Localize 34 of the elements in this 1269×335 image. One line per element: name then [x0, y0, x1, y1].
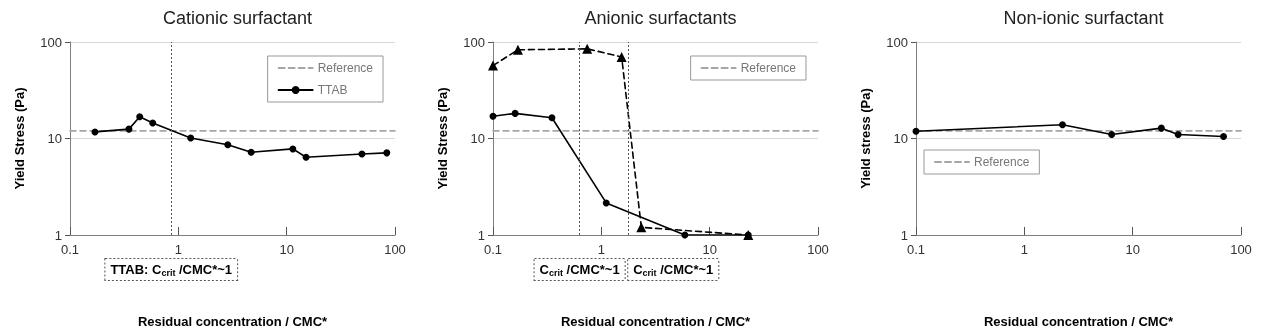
x-axis-title: Residual concentration / CMC* [137, 314, 329, 329]
x-axis-title: Residual concentration / CMC* [560, 314, 752, 329]
y-tick-label: 1 [900, 227, 908, 243]
legend-label: TTAB [317, 83, 348, 97]
legend-label: Reference [974, 155, 1030, 169]
y-tick-label: 100 [463, 34, 485, 50]
y-axis-title: Yield stress (Pa) [858, 88, 873, 189]
legend-label: Reference [317, 61, 374, 75]
y-tick-label: 100 [886, 34, 908, 50]
x-tick-label: 10 [279, 242, 294, 257]
y-tick-label: 10 [47, 131, 62, 146]
x-tick-label: 1 [597, 242, 605, 257]
y-tick-label: 1 [477, 227, 485, 243]
x-axis-title: Residual concentration / CMC* [983, 314, 1175, 329]
x-tick-label: 100 [807, 242, 829, 257]
y-axis-title: Yield Stress (Pa) [12, 87, 27, 190]
x-tick-label: 100 [384, 242, 406, 257]
x-tick-label: 0.1 [906, 242, 926, 257]
x-tick-label: 10 [1125, 242, 1140, 257]
x-tick-label: 0.1 [60, 242, 80, 257]
x-tick-label: 0.1 [483, 242, 503, 257]
y-tick-label: 100 [40, 34, 62, 50]
y-axis-title: Yield Stress (Pa) [435, 87, 450, 190]
y-tick-label: 10 [470, 131, 485, 146]
x-tick-label: 10 [702, 242, 717, 257]
x-tick-label: 1 [1020, 242, 1028, 257]
y-tick-label: 10 [893, 131, 908, 146]
x-tick-label: 1 [174, 242, 182, 257]
y-tick-label: 1 [54, 227, 62, 243]
legend-label: Reference [740, 61, 797, 75]
x-tick-label: 100 [1230, 242, 1252, 257]
chart-title: Non-ionic surfactant [1003, 8, 1164, 28]
chart-title: Cationic surfactant [162, 8, 313, 28]
chart-title: Anionic surfactants [584, 8, 737, 28]
